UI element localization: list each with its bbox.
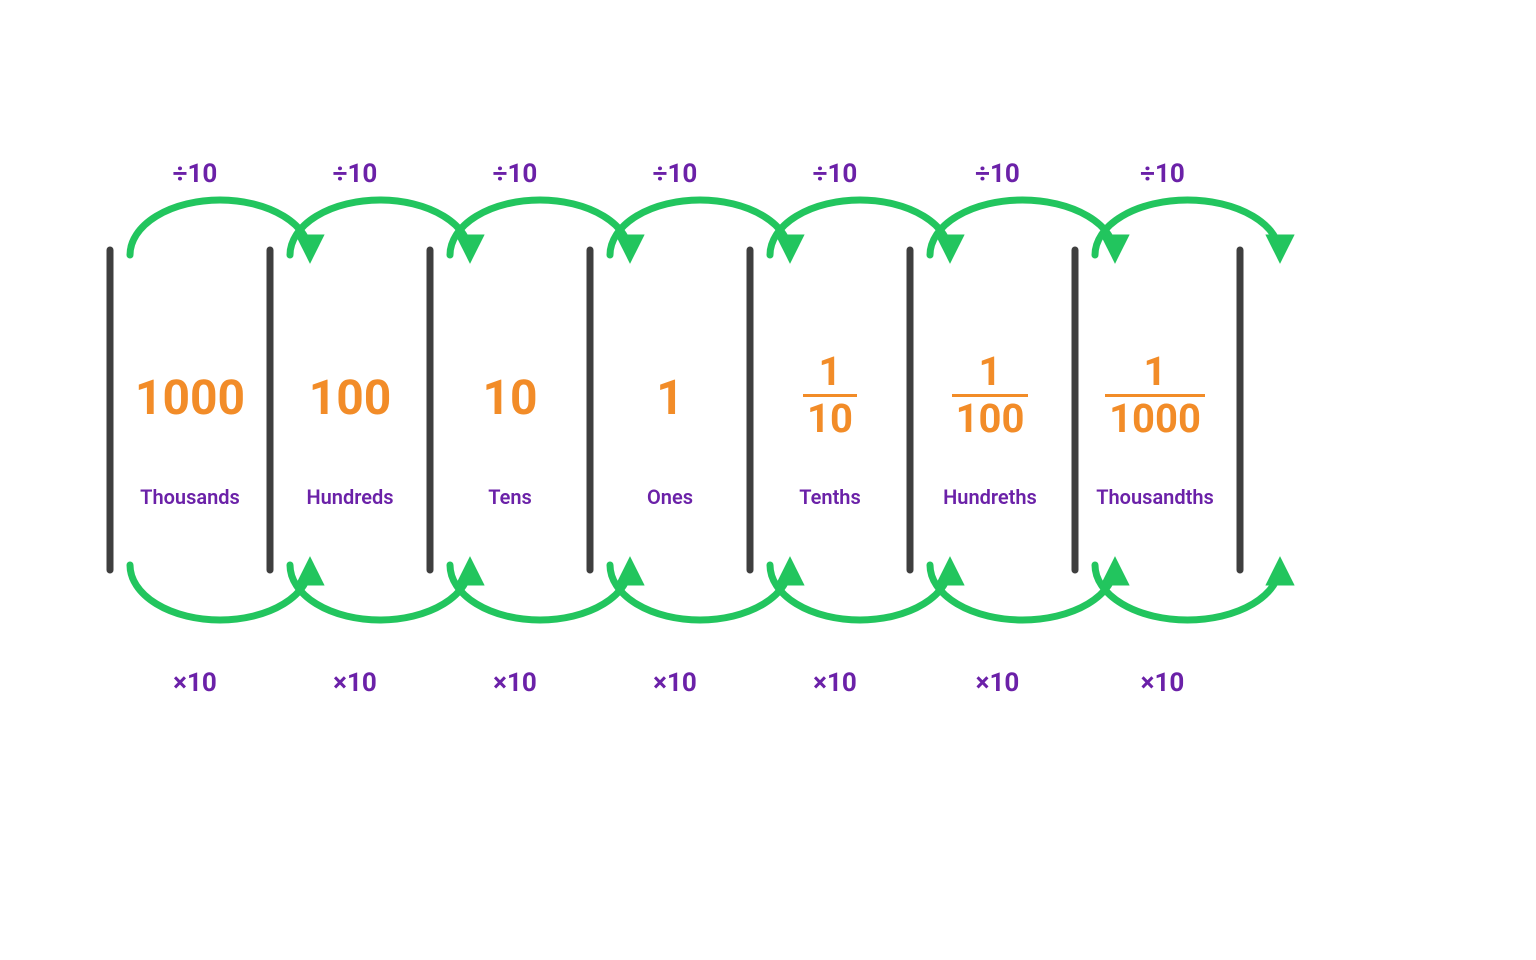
top-op-0: ÷10 xyxy=(135,159,255,189)
fraction-numerator-6: 1 xyxy=(1140,352,1171,394)
place-label-text-6: Thousandths xyxy=(1096,485,1214,509)
top-arc-4 xyxy=(770,200,950,255)
place-label-6: Thousandths xyxy=(1075,485,1235,509)
value-col-6: 1 1000 xyxy=(1075,352,1235,439)
bottom-op-text-4: ×10 xyxy=(813,668,857,698)
bottom-arc-0 xyxy=(130,565,310,620)
top-op-text-1: ÷10 xyxy=(333,159,378,189)
value-text-1: 100 xyxy=(270,374,430,422)
bottom-arc-2 xyxy=(450,565,630,620)
value-col-1: 100 xyxy=(270,374,430,422)
top-op-text-6: ÷10 xyxy=(1140,159,1185,189)
value-text-3: 1 xyxy=(590,374,750,422)
bottom-arc-5 xyxy=(930,565,1115,620)
top-arc-2 xyxy=(450,200,630,255)
top-op-6: ÷10 xyxy=(1103,159,1223,189)
fraction-numerator-5: 1 xyxy=(975,352,1006,394)
bottom-arc-4 xyxy=(770,565,950,620)
place-value-diagram: 1000 Thousands 100 Hundreds 10 Tens 1 Ones 1 10… xyxy=(0,0,1536,960)
bottom-arc-1 xyxy=(290,565,470,620)
value-col-0: 1000 xyxy=(110,374,270,422)
top-arc-5 xyxy=(930,200,1115,255)
place-label-text-4: Tenths xyxy=(799,485,860,509)
value-col-2: 10 xyxy=(430,374,590,422)
place-label-0: Thousands xyxy=(110,485,270,509)
fraction-denominator-4: 10 xyxy=(803,394,857,439)
value-col-3: 1 xyxy=(590,374,750,422)
top-op-text-2: ÷10 xyxy=(493,159,538,189)
place-label-3: Ones xyxy=(590,485,750,509)
top-op-5: ÷10 xyxy=(938,159,1058,189)
top-arc-3 xyxy=(610,200,790,255)
fraction-denominator-6: 1000 xyxy=(1105,394,1205,439)
place-label-text-3: Ones xyxy=(647,485,693,509)
value-text-0: 1000 xyxy=(110,374,270,422)
value-col-5: 1 100 xyxy=(910,352,1070,439)
top-arc-1 xyxy=(290,200,470,255)
place-label-text-1: Hundreds xyxy=(306,485,393,509)
bottom-op-1: ×10 xyxy=(295,668,415,698)
bottom-op-text-2: ×10 xyxy=(493,668,537,698)
bottom-op-text-5: ×10 xyxy=(976,668,1020,698)
place-label-text-2: Tens xyxy=(488,485,532,509)
bottom-op-text-6: ×10 xyxy=(1141,668,1185,698)
top-op-text-3: ÷10 xyxy=(653,159,698,189)
bottom-op-text-1: ×10 xyxy=(333,668,377,698)
top-op-4: ÷10 xyxy=(775,159,895,189)
diagram-svg xyxy=(0,0,1536,960)
top-op-1: ÷10 xyxy=(295,159,415,189)
bottom-op-4: ×10 xyxy=(775,668,895,698)
top-op-text-5: ÷10 xyxy=(975,159,1020,189)
top-op-3: ÷10 xyxy=(615,159,735,189)
bottom-op-5: ×10 xyxy=(938,668,1058,698)
place-label-text-0: Thousands xyxy=(140,485,240,509)
top-op-text-0: ÷10 xyxy=(173,159,218,189)
bottom-op-text-0: ×10 xyxy=(173,668,217,698)
top-arc-6 xyxy=(1095,200,1280,255)
place-label-2: Tens xyxy=(430,485,590,509)
value-text-2: 10 xyxy=(430,374,590,422)
bottom-op-2: ×10 xyxy=(455,668,575,698)
fraction-numerator-4: 1 xyxy=(815,352,846,394)
bottom-arc-3 xyxy=(610,565,790,620)
bottom-arc-6 xyxy=(1095,565,1280,620)
bottom-op-0: ×10 xyxy=(135,668,255,698)
place-label-text-5: Hundreths xyxy=(943,485,1037,509)
bottom-op-3: ×10 xyxy=(615,668,735,698)
top-op-text-4: ÷10 xyxy=(813,159,858,189)
fraction-denominator-5: 100 xyxy=(952,394,1029,439)
top-op-2: ÷10 xyxy=(455,159,575,189)
bottom-op-6: ×10 xyxy=(1103,668,1223,698)
place-label-5: Hundreths xyxy=(910,485,1070,509)
top-arc-0 xyxy=(130,200,310,255)
place-label-4: Tenths xyxy=(750,485,910,509)
value-col-4: 1 10 xyxy=(750,352,910,439)
bottom-op-text-3: ×10 xyxy=(653,668,697,698)
place-label-1: Hundreds xyxy=(270,485,430,509)
